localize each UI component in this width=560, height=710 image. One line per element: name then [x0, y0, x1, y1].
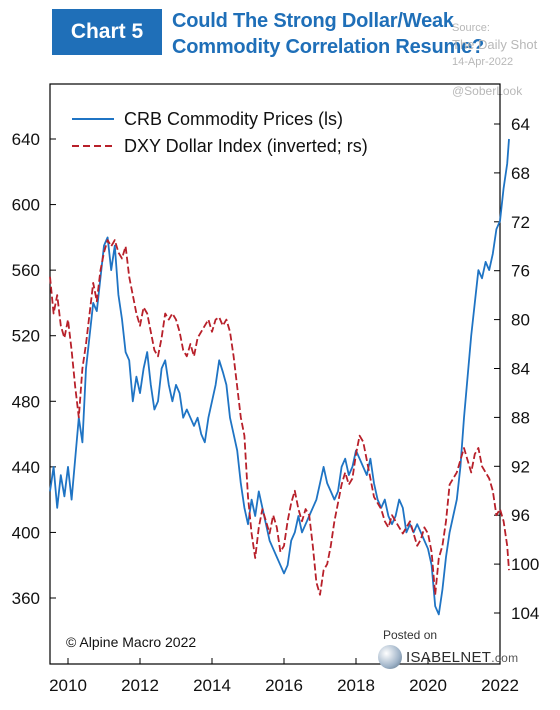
isabelnet-domain: .com	[491, 650, 519, 665]
left-tick-label: 520	[12, 327, 40, 346]
x-tick-label: 2020	[409, 676, 447, 695]
x-axis: 2010 2012 2014 2016 2018 2020 2022	[49, 658, 519, 695]
left-tick-label: 480	[12, 392, 40, 411]
right-tick-label: 68	[511, 164, 530, 183]
x-tick-label: 2014	[193, 676, 231, 695]
plot-frame	[49, 83, 501, 665]
isabelnet-logo-icon	[378, 645, 402, 669]
legend-label-dxy: DXY Dollar Index (inverted; rs)	[124, 136, 368, 156]
left-tick-label: 400	[12, 523, 40, 542]
right-tick-label: 88	[511, 408, 530, 427]
x-tick-label: 2022	[481, 676, 519, 695]
series-lines	[49, 138, 510, 616]
right-tick-label: 64	[511, 115, 530, 134]
left-tick-label: 560	[12, 261, 40, 280]
watermark-name: The Daily Shot	[452, 37, 538, 52]
chart-title: Could The Strong Dollar/Weak Commodity C…	[172, 8, 552, 60]
right-tick-label: 80	[511, 311, 530, 330]
right-tick-label: 92	[511, 457, 530, 476]
left-tick-label: 640	[12, 130, 40, 149]
chart-number-badge: Chart 5	[52, 9, 162, 55]
watermark-date: 14-Apr-2022	[452, 56, 514, 68]
legend: CRB Commodity Prices (ls) DXY Dollar Ind…	[72, 109, 368, 156]
right-axis: 64 68 72 76 80 84 88 92 96 100 104	[494, 115, 539, 623]
isabelnet-watermark: ISABELNET.com	[378, 645, 518, 669]
copyright-notice: © Alpine Macro 2022	[66, 634, 197, 650]
series-line-crb	[49, 138, 510, 616]
right-tick-label: 72	[511, 213, 530, 232]
chart-title-line-2: Commodity Correlation Resume?	[172, 36, 485, 58]
isabelnet-name: ISABELNET	[406, 648, 492, 666]
x-tick-label: 2018	[337, 676, 375, 695]
left-tick-label: 440	[12, 458, 40, 477]
right-tick-label: 104	[511, 604, 539, 623]
x-tick-label: 2012	[121, 676, 159, 695]
posted-on-label: Posted on	[383, 628, 438, 642]
left-tick-label: 360	[12, 589, 40, 608]
right-tick-label: 100	[511, 555, 539, 574]
right-tick-label: 96	[511, 506, 530, 525]
left-tick-label: 600	[12, 196, 40, 215]
watermark-handle: @SoberLook	[452, 84, 523, 98]
chart-title-line-1: Could The Strong Dollar/Weak	[172, 10, 454, 32]
legend-label-crb: CRB Commodity Prices (ls)	[124, 109, 343, 129]
x-tick-label: 2010	[49, 676, 87, 695]
x-tick-label: 2016	[265, 676, 303, 695]
series-line-dxy	[49, 239, 510, 596]
watermark-source: Source:	[452, 22, 490, 34]
right-tick-label: 84	[511, 360, 530, 379]
left-axis: 360 400 440 480 520 560 600 640	[12, 130, 56, 608]
right-tick-label: 76	[511, 262, 530, 281]
chart-header: Chart 5 Could The Strong Dollar/Weak Com…	[0, 0, 560, 98]
